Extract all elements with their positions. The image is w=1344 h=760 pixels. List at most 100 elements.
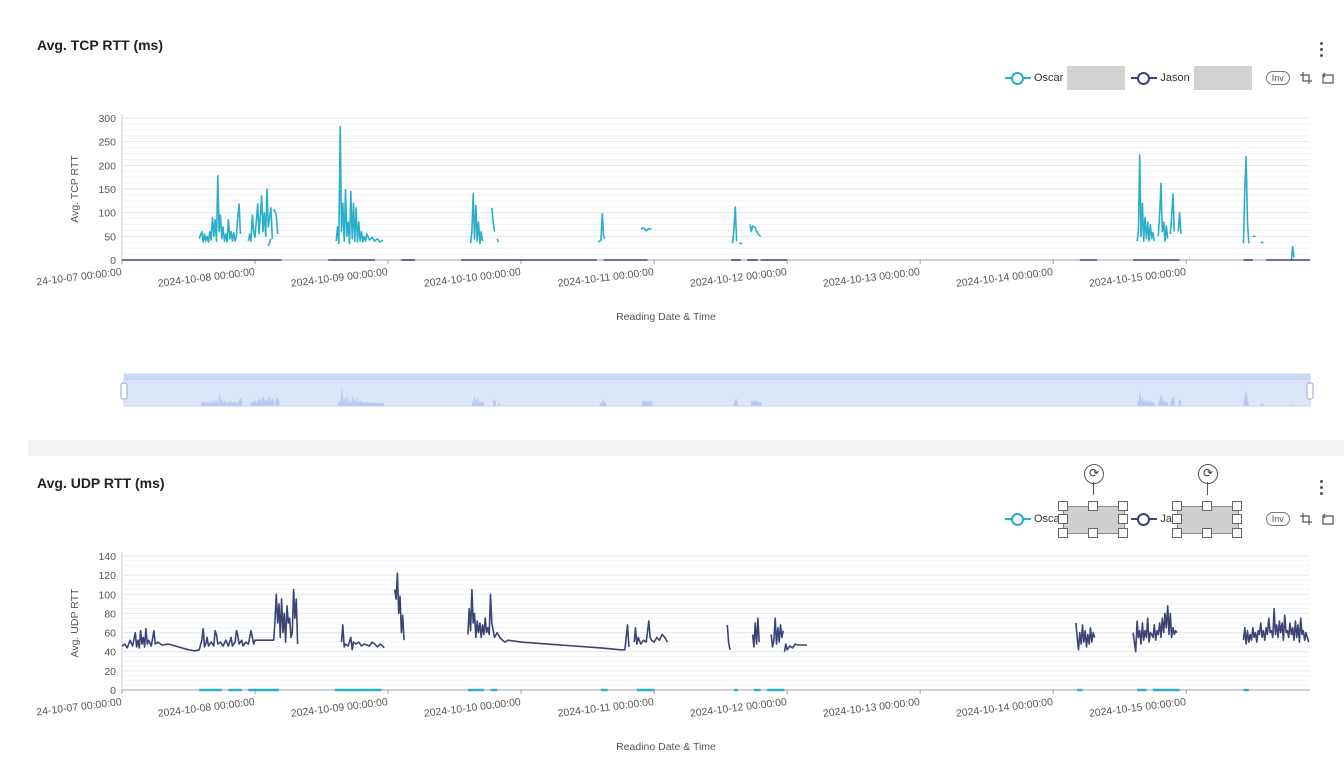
- resize-handle[interactable]: [1118, 501, 1128, 511]
- resize-handle[interactable]: [1202, 501, 1212, 511]
- oscar-series-marker-icon: [1005, 71, 1031, 85]
- range-slider-preview: [733, 397, 738, 406]
- series-oscar-line: [1157, 182, 1169, 242]
- range-slider-preview: [1170, 395, 1175, 406]
- series-jason-line: [1242, 607, 1310, 645]
- x-tick-label: 2024-10-15 00:00:00: [1088, 266, 1186, 290]
- kebab-menu-icon[interactable]: [1320, 480, 1324, 495]
- resize-handle[interactable]: [1202, 528, 1212, 538]
- tcp-chart: 0 50 100 150 200 250 300 24-10-07 00:00:00 2024-…: [36, 113, 1314, 407]
- y-tick-label: 80: [104, 608, 116, 620]
- range-slider-preview: [599, 402, 603, 406]
- series-jason-line: [751, 617, 760, 648]
- udp-legend-oscar[interactable]: Oscar: [1005, 507, 1125, 531]
- resize-handle[interactable]: [1088, 501, 1098, 511]
- redaction-block: [1193, 66, 1252, 90]
- y-tick-label: 150: [98, 184, 116, 196]
- x-tick-label: 2024-10-14 00:00:00: [955, 266, 1053, 290]
- kebab-menu-icon[interactable]: [1320, 42, 1324, 57]
- series-oscar-line: [267, 238, 272, 247]
- y-tick-label: 20: [104, 666, 116, 678]
- series-jason-line: [121, 588, 299, 652]
- tcp-legend-jason[interactable]: Jason: [1131, 66, 1252, 90]
- range-slider-preview: [1260, 403, 1264, 406]
- resize-handle[interactable]: [1118, 528, 1128, 538]
- tcp-rtt-panel: Avg. TCP RTT (ms) Oscar Jason Inv 0 50 100…: [36, 37, 1334, 407]
- series-oscar-line: [1260, 241, 1264, 244]
- rotate-icon[interactable]: ⟳: [1084, 464, 1104, 484]
- range-slider-preview: [642, 401, 653, 406]
- resize-handle[interactable]: [1232, 514, 1242, 524]
- x-tick-label: 2024-10-13 00:00:00: [822, 266, 920, 290]
- x-tick-label: 2024-10-11 00:00:00: [557, 266, 655, 290]
- zoom-reset-icon[interactable]: [1321, 513, 1334, 525]
- series-oscar-line: [1290, 245, 1295, 261]
- resize-handle[interactable]: [1118, 514, 1128, 524]
- range-slider-left-handle[interactable]: [120, 382, 128, 400]
- x-tick-label: 2024-10-12 00:00:00: [689, 266, 787, 290]
- resize-handle[interactable]: [1058, 528, 1068, 538]
- series-jason-line: [726, 624, 731, 650]
- resize-handle[interactable]: [1232, 501, 1242, 511]
- zoom-select-icon[interactable]: [1299, 72, 1312, 84]
- x-tick-label: 2024-10-12 00:00:00: [689, 696, 787, 720]
- tcp-legend-oscar[interactable]: Oscar: [1005, 66, 1126, 90]
- zoom-reset-icon[interactable]: [1321, 72, 1334, 84]
- rotate-icon[interactable]: ⟳: [1198, 464, 1218, 484]
- x-tick-label: 2024-10-11 00:00:00: [557, 696, 655, 720]
- series-oscar-line: [731, 206, 738, 244]
- range-slider-preview: [201, 392, 243, 406]
- udp-legend-oscar-label: Oscar: [1034, 513, 1064, 525]
- tcp-inv-button[interactable]: Inv: [1265, 71, 1290, 85]
- y-tick-label: 0: [110, 255, 116, 267]
- series-oscar-line: [1136, 154, 1156, 242]
- resize-handle[interactable]: [1232, 528, 1242, 538]
- selection-handles-oscar[interactable]: ⟳: [1058, 464, 1128, 540]
- y-tick-label: 40: [104, 647, 116, 659]
- range-slider-preview: [250, 395, 275, 406]
- range-slider-right-handle[interactable]: [1306, 382, 1314, 400]
- range-slider-preview: [1243, 390, 1249, 406]
- series-jason-line: [467, 588, 630, 651]
- x-tick-label: 2024-10-10 00:00:00: [423, 696, 521, 720]
- range-slider-preview: [1137, 389, 1155, 406]
- series-oscar-line: [640, 227, 652, 232]
- series-jason-line: [633, 620, 669, 645]
- y-tick-label: 0: [110, 685, 116, 697]
- x-tick-label: 2024-10-14 00:00:00: [955, 696, 1053, 720]
- range-slider-preview: [1158, 394, 1168, 406]
- range-slider-preview: [1178, 398, 1182, 406]
- resize-handle[interactable]: [1172, 514, 1182, 524]
- range-slider-preview: [472, 395, 484, 406]
- series-oscar-line: [272, 208, 279, 235]
- selection-handles-jason[interactable]: ⟳: [1172, 464, 1242, 540]
- resize-handle[interactable]: [1172, 528, 1182, 538]
- udp-legend: Oscar Jason Inv: [1005, 507, 1334, 531]
- series-oscar-line: [1177, 211, 1182, 235]
- series-oscar-line: [469, 192, 484, 245]
- series-oscar-line: [198, 174, 242, 243]
- range-slider-preview: [602, 398, 607, 406]
- series-oscar-line: [597, 239, 602, 243]
- series-jason-line: [770, 617, 784, 648]
- udp-chart: 0 20 40 60 80 100 120 140 24-10-07 00:00:00 2024-…: [36, 551, 1310, 753]
- rotate-stem: [1207, 482, 1208, 495]
- resize-handle[interactable]: [1088, 528, 1098, 538]
- y-axis-title: Avg. TCP RTT: [69, 155, 81, 223]
- series-oscar-line: [600, 212, 606, 242]
- x-axis-title: Reading Date & Time: [616, 311, 716, 323]
- series-jason-line: [393, 572, 405, 641]
- y-tick-label: 200: [98, 160, 116, 172]
- resize-handle[interactable]: [1058, 514, 1068, 524]
- y-tick-label: 120: [98, 570, 116, 582]
- resize-handle[interactable]: [1172, 501, 1182, 511]
- x-tick-label: 2024-10-15 00:00:00: [1088, 696, 1186, 720]
- range-slider-preview: [1291, 403, 1295, 406]
- zoom-select-icon[interactable]: [1299, 513, 1312, 525]
- range-slider-preview: [337, 385, 385, 406]
- oscar-series-marker-icon: [1005, 512, 1031, 526]
- series-jason-line: [783, 643, 808, 652]
- resize-handle[interactable]: [1058, 501, 1068, 511]
- series-oscar-line: [749, 224, 762, 237]
- udp-inv-button[interactable]: Inv: [1265, 512, 1290, 526]
